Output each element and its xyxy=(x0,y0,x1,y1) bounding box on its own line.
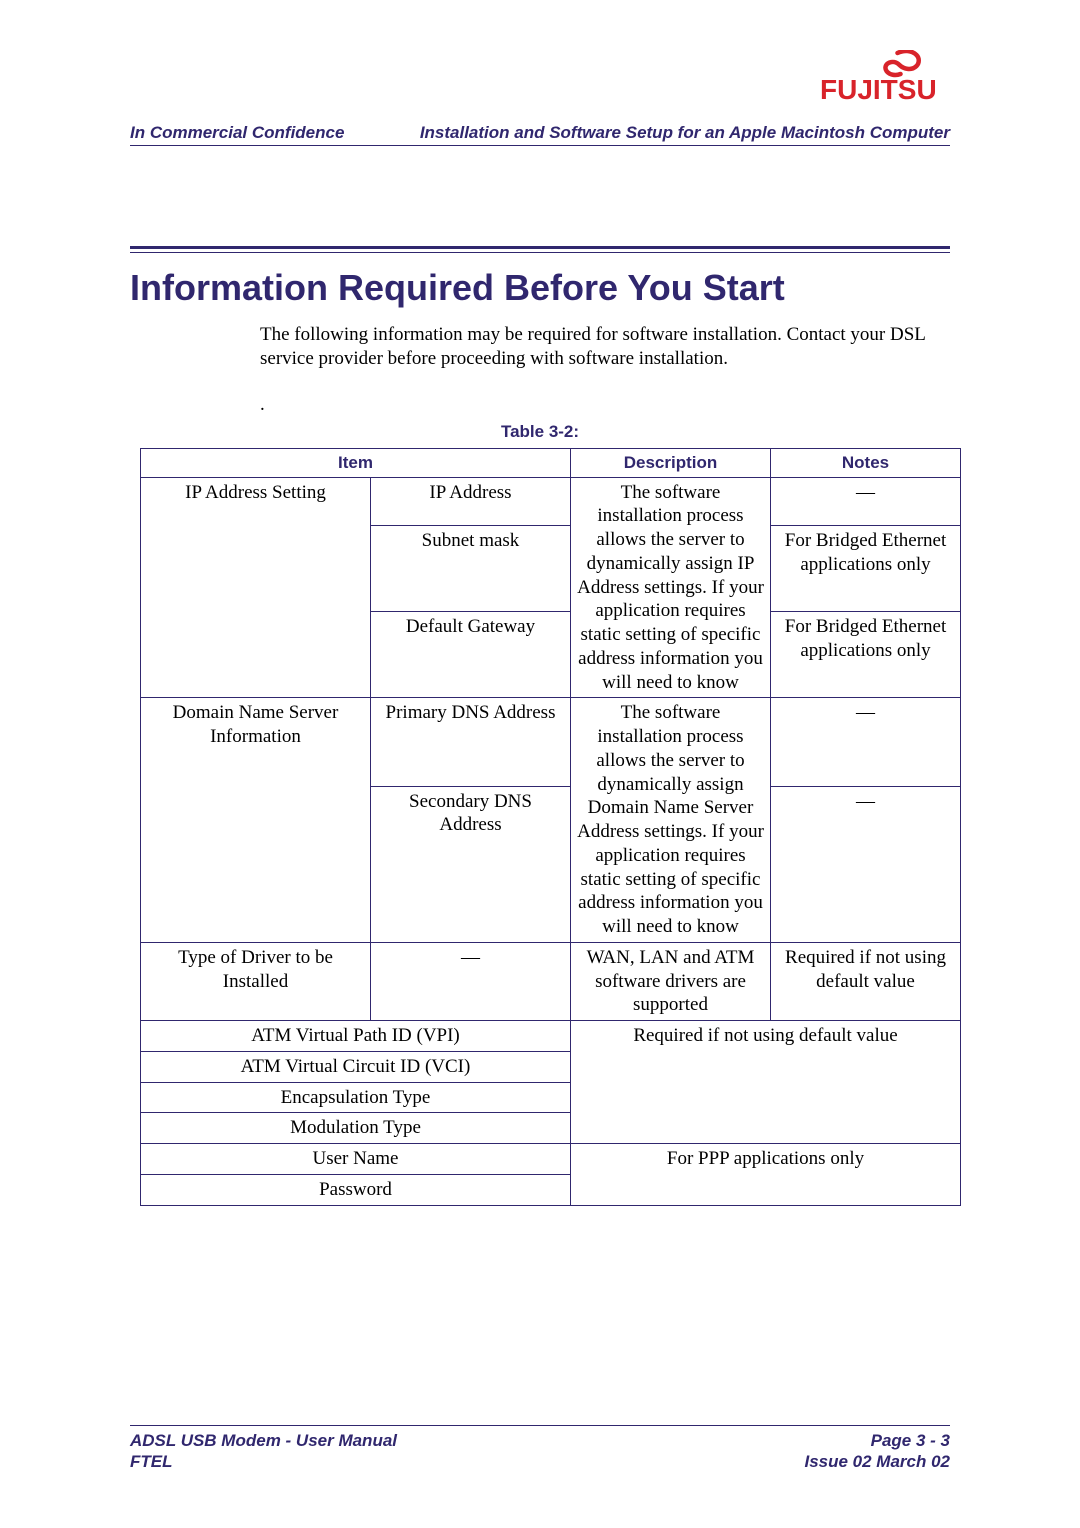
col-description: Description xyxy=(571,448,771,477)
section-rule xyxy=(130,246,950,253)
header-right: Installation and Software Setup for an A… xyxy=(420,123,950,143)
col-notes: Notes xyxy=(771,448,961,477)
footer-left-2: FTEL xyxy=(130,1451,173,1472)
svg-text:FUJITSU: FUJITSU xyxy=(820,74,937,105)
header-bar: In Commercial Confidence Installation an… xyxy=(130,123,950,146)
cell-ip-note-dash: — xyxy=(771,477,961,526)
header-left: In Commercial Confidence xyxy=(130,123,344,143)
cell-ip-address: IP Address xyxy=(371,477,571,526)
cell-encap: Encapsulation Type xyxy=(141,1082,571,1113)
document-page: FUJITSU In Commercial Confidence Install… xyxy=(0,0,1080,1528)
logo-row: FUJITSU xyxy=(130,50,950,105)
table-row: IP Address Setting IP Address The softwa… xyxy=(141,477,961,526)
cell-dns-note2: — xyxy=(771,786,961,942)
cell-vpi: ATM Virtual Path ID (VPI) xyxy=(141,1021,571,1052)
cell-vpi-note: Required if not using default value xyxy=(571,1021,961,1144)
table-row: Domain Name Server Information Primary D… xyxy=(141,698,961,786)
cell-dns-desc: The software installation process allows… xyxy=(571,698,771,943)
cell-username: User Name xyxy=(141,1144,571,1175)
fujitsu-logo: FUJITSU xyxy=(820,50,950,105)
info-table: Item Description Notes IP Address Settin… xyxy=(140,448,961,1206)
intro-paragraph: The following information may be require… xyxy=(260,323,950,372)
table-row: User Name For PPP applications only xyxy=(141,1144,961,1175)
cell-driver-label: Type of Driver to be Installed xyxy=(141,942,371,1020)
cell-ip-desc: The software installation process allows… xyxy=(571,477,771,698)
cell-ip-setting: IP Address Setting xyxy=(141,477,371,698)
table-row: ATM Virtual Path ID (VPI) Required if no… xyxy=(141,1021,961,1052)
cell-vci: ATM Virtual Circuit ID (VCI) xyxy=(141,1051,571,1082)
page-footer: ADSL USB Modem - User Manual Page 3 - 3 … xyxy=(130,1425,950,1473)
cell-ppp-note: For PPP applications only xyxy=(571,1144,961,1206)
page-title: Information Required Before You Start xyxy=(130,267,950,309)
footer-rule xyxy=(130,1425,950,1426)
cell-dns-note1: — xyxy=(771,698,961,786)
cell-modulation: Modulation Type xyxy=(141,1113,571,1144)
table-row: Type of Driver to be Installed — WAN, LA… xyxy=(141,942,961,1020)
cell-driver-note: Required if not using default value xyxy=(771,942,961,1020)
table-header-row: Item Description Notes xyxy=(141,448,961,477)
footer-right-1: Page 3 - 3 xyxy=(871,1430,950,1451)
footer-left-1: ADSL USB Modem - User Manual xyxy=(130,1430,397,1451)
cell-primary-dns: Primary DNS Address xyxy=(371,698,571,786)
cell-subnet-note: For Bridged Ethernet applications only xyxy=(771,526,961,612)
col-item: Item xyxy=(141,448,571,477)
footer-right-2: Issue 02 March 02 xyxy=(804,1451,950,1472)
cell-driver-sub: — xyxy=(371,942,571,1020)
table-caption: Table 3-2: xyxy=(130,422,950,442)
cell-gateway-note: For Bridged Ethernet applications only xyxy=(771,612,961,698)
stray-period: . xyxy=(260,394,950,416)
cell-secondary-dns: Secondary DNS Address xyxy=(371,786,571,942)
cell-password: Password xyxy=(141,1174,571,1205)
cell-gateway: Default Gateway xyxy=(371,612,571,698)
cell-dns-setting: Domain Name Server Information xyxy=(141,698,371,943)
cell-driver-desc: WAN, LAN and ATM software drivers are su… xyxy=(571,942,771,1020)
cell-subnet: Subnet mask xyxy=(371,526,571,612)
